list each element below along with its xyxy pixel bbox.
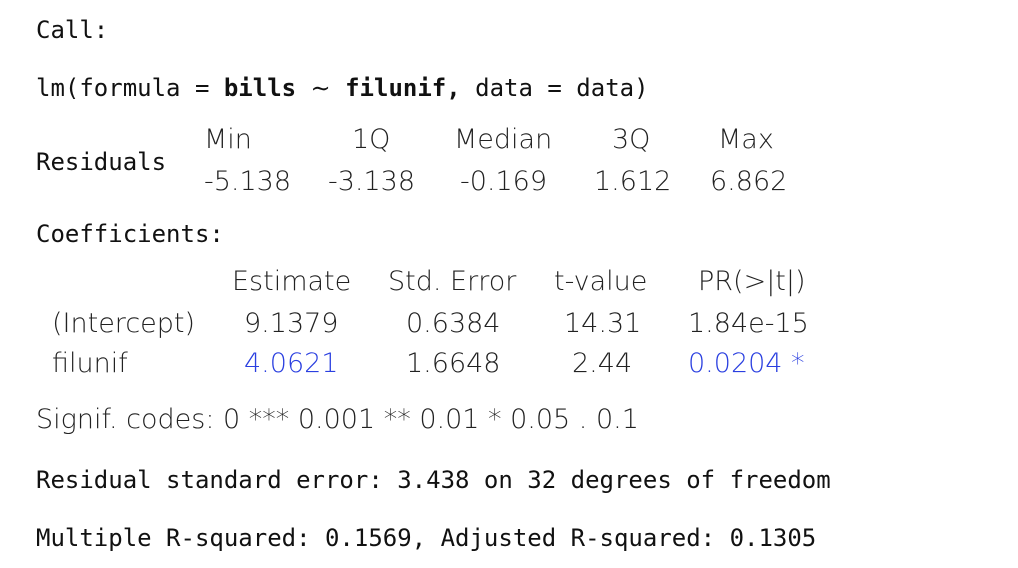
coef-header-estimate: Estimate [232, 266, 352, 297]
coef-row-filunif-p-value: 0.0204 * [688, 348, 805, 379]
residual-standard-error: Residual standard error: 3.438 on 32 deg… [36, 466, 831, 494]
coef-header-t-value: t-value [554, 266, 648, 297]
coef-row-intercept-p-value: 1.84e-15 [688, 308, 809, 339]
call-label: Call: [36, 16, 109, 44]
formula-line: lm(formula = bills ∼ filunif, data = dat… [36, 76, 649, 100]
coef-header-p-value: PR(>|t|) [698, 266, 806, 297]
signif-codes: Signif. codes: 0 *** 0.001 ** 0.01 * 0.0… [36, 404, 639, 435]
residual-value-median: -0.169 [460, 166, 548, 197]
coef-row-filunif-estimate: 4.0621 [244, 348, 339, 379]
coef-row-intercept-estimate: 9.1379 [244, 308, 339, 339]
residual-header-3q: 3Q [612, 124, 651, 155]
residual-header-min: Min [204, 124, 252, 155]
coef-row-intercept-t-value: 14.31 [564, 308, 642, 339]
residual-header-max: Max [718, 124, 774, 155]
residuals-label: Residuals [36, 148, 167, 176]
residual-header-1q: 1Q [352, 124, 391, 155]
residual-value-3q: 1.612 [594, 166, 672, 197]
residual-value-max: 6.862 [710, 166, 788, 197]
formula-suffix: data = data) [475, 74, 649, 102]
coef-header-std-error: Std. Error [388, 266, 517, 297]
coef-row-filunif-t-value: 2.44 [572, 348, 633, 379]
r-squared: Multiple R-squared: 0.1569, Adjusted R-s… [36, 524, 817, 552]
coef-row-filunif-term: filunif [52, 348, 128, 379]
formula-predictor: filunif, [345, 74, 461, 102]
coef-row-intercept-term: (Intercept) [52, 308, 196, 339]
formula-tilde: ∼ [310, 74, 331, 102]
coefficients-label: Coefficients: [36, 220, 224, 248]
coef-row-filunif-std-error: 1.6648 [406, 348, 501, 379]
residual-value-1q: -3.138 [328, 166, 416, 197]
coef-row-intercept-std-error: 0.6384 [406, 308, 501, 339]
residual-header-median: Median [454, 124, 553, 155]
formula-response: bills [223, 74, 297, 102]
residual-value-min: -5.138 [204, 166, 292, 197]
formula-prefix: lm(formula = [36, 74, 224, 102]
